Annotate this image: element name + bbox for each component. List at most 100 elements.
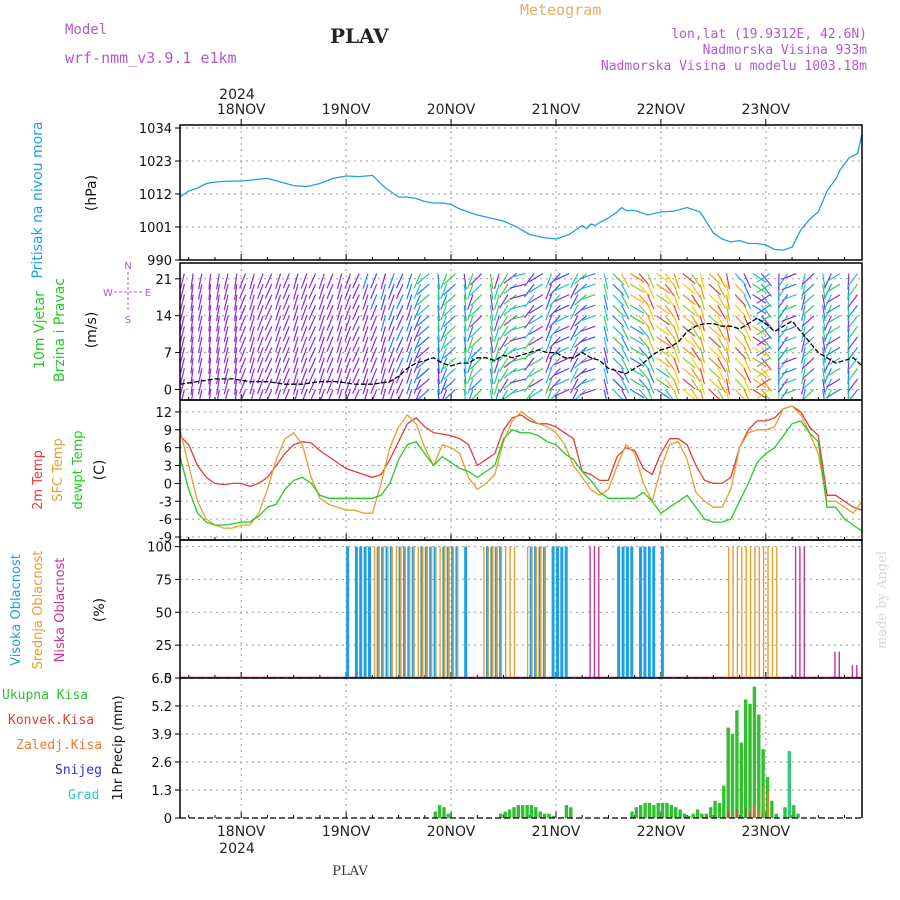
precip-bar-48 — [757, 714, 761, 818]
wind-vector-907 — [826, 315, 841, 325]
wind-vector-777 — [743, 294, 752, 310]
wind-vector-730 — [708, 283, 722, 296]
cloud-bar-mid-80 — [745, 546, 747, 678]
wind-vector-703 — [690, 315, 701, 330]
wind-vector-472 — [509, 346, 526, 352]
wind-vector-499 — [528, 315, 544, 325]
wind-vector-772 — [743, 347, 752, 363]
wind-vector-263 — [362, 273, 369, 289]
precip-bar-45 — [744, 699, 748, 818]
wind-vector-42 — [208, 326, 212, 343]
wind-vector-845 — [781, 336, 797, 344]
wind-vector-473 — [509, 336, 526, 342]
wind-vector-216 — [338, 389, 343, 400]
pressure-line — [180, 133, 862, 251]
wind-vector-250 — [352, 283, 360, 299]
wind-vector-770 — [743, 368, 752, 384]
precip-bar-10 — [525, 805, 529, 818]
wind-vector-564 — [580, 388, 596, 396]
wind-vector-149 — [282, 336, 290, 352]
wind-vector-318 — [406, 326, 413, 342]
wind-vector-35 — [197, 273, 203, 290]
wind-vector-298 — [388, 283, 395, 300]
wind-vector-167 — [293, 273, 299, 290]
cloud-bar-mid-49 — [400, 546, 402, 678]
precip-bar-53 — [783, 807, 787, 818]
wind-vector-619 — [629, 315, 645, 325]
wind-vector-774 — [743, 325, 752, 341]
wind-vector-211 — [326, 315, 334, 331]
wind-vector-135 — [275, 357, 282, 374]
wind-vector-143 — [275, 273, 282, 289]
wind-vector-6 — [180, 326, 185, 342]
wind-vector-421 — [489, 378, 494, 395]
wind-vector-453 — [499, 294, 509, 309]
wind-vector-275 — [370, 273, 378, 289]
cloud-frame — [179, 539, 863, 679]
wind-vector-398 — [467, 368, 474, 384]
wind-vector-409 — [469, 378, 483, 391]
wind-vector-902 — [826, 367, 841, 378]
temp-2m-line — [180, 405, 862, 511]
wind-vector-773 — [743, 336, 752, 352]
precip-bar-43 — [735, 710, 739, 818]
wind-vector-235 — [344, 315, 352, 331]
wind-vector-849 — [781, 294, 797, 301]
ytick-label-pressure-0: 1034 — [139, 122, 172, 137]
wind-vector-425 — [489, 336, 494, 353]
cloud-bar-mid-46 — [387, 546, 389, 678]
ytick-label-precip-0: 6.5 — [151, 672, 172, 687]
cloud-bar-mid-75 — [544, 546, 546, 678]
wind-vector-256 — [362, 347, 369, 363]
wind-vector-805 — [756, 378, 771, 389]
cloud-bar-mid-71 — [526, 546, 529, 678]
wind-vector-542 — [570, 368, 579, 383]
wind-vector-573 — [580, 294, 596, 301]
wind-vector-110 — [257, 368, 264, 384]
wind-vector-431 — [489, 273, 494, 290]
wind-vector-23 — [190, 273, 194, 290]
wind-vector-419 — [469, 273, 483, 286]
wind-vector-626 — [638, 367, 650, 381]
ytick-label-temperature-4: 0 — [164, 477, 172, 492]
wind-vector-689 — [682, 336, 696, 348]
compass-label-north: N — [124, 261, 131, 272]
bottom-date-18NOV: 18NOV — [217, 824, 266, 840]
wind-vector-255 — [362, 357, 369, 374]
wind-vector-644 — [647, 304, 655, 321]
wind-vector-330 — [413, 325, 422, 342]
cloud-bar-low-90 — [598, 546, 600, 678]
wind-vector-754 — [725, 283, 731, 300]
wind-vector-844 — [781, 346, 797, 354]
wind-vector-741 — [717, 294, 727, 309]
wind-vector-547 — [570, 315, 579, 331]
wind-vector-317 — [406, 336, 413, 353]
wind-vector-429 — [489, 294, 494, 311]
wind-vector-498 — [528, 325, 544, 336]
wind-vector-191 — [308, 273, 317, 289]
wind-vector-484 — [524, 346, 535, 361]
wind-vector-483 — [524, 357, 535, 371]
cloud-bar-high-1 — [354, 546, 358, 678]
cloud-bar-low-97 — [856, 664, 858, 678]
wind-vector-299 — [388, 273, 395, 289]
wind-vector-405 — [467, 294, 474, 310]
wind-vector-726 — [708, 325, 722, 338]
wind-vector-704 — [690, 304, 701, 319]
wind-vector-609 — [621, 294, 630, 310]
wind-vector-237 — [344, 294, 352, 310]
cloud-bar-mid-56 — [430, 546, 433, 678]
wind-vector-78 — [234, 326, 238, 343]
wind-vector-206 — [326, 368, 334, 384]
wind-vector-233 — [344, 336, 352, 353]
wind-vector-653 — [656, 336, 670, 347]
cloud-bar-mid-53 — [417, 546, 419, 678]
wind-vector-266 — [370, 368, 378, 384]
precip-bar-36 — [704, 813, 708, 818]
wind-vector-254 — [362, 368, 369, 384]
wind-vector-240 — [353, 389, 360, 400]
wind-vector-577 — [603, 378, 609, 395]
wind-vector-361 — [440, 378, 448, 395]
wind-vector-839 — [778, 273, 789, 287]
cloud-bar-mid-57 — [435, 546, 437, 678]
